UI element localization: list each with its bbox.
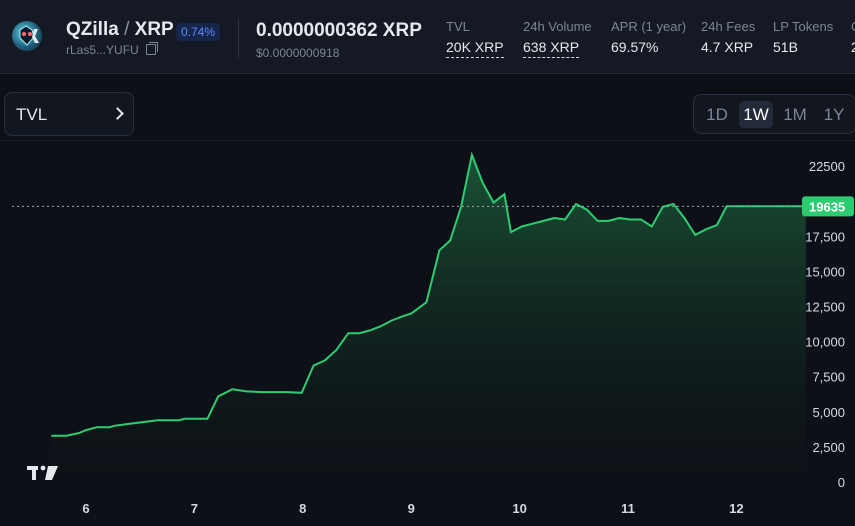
- header-divider: [238, 18, 239, 58]
- stat-tvl: TVL 20K XRP: [446, 19, 504, 58]
- x-tick-label: 9: [408, 501, 415, 516]
- x-tick-label: 6: [82, 501, 89, 516]
- stat-value: 69.57%: [611, 39, 659, 55]
- pool-header: QZilla / XRP 0.74% rLas5...YUFU 0.000000…: [0, 0, 855, 74]
- y-tick-label: 22500: [809, 159, 845, 174]
- metric-selector-button[interactable]: TVL: [4, 92, 134, 136]
- y-tick-label: 15,000: [805, 264, 845, 279]
- current-value-label: 19635: [809, 199, 845, 214]
- stat-label: 24h Volume: [523, 19, 592, 34]
- quote-token: XRP: [134, 19, 174, 40]
- stat-truncated: C 2: [851, 19, 855, 55]
- base-token: QZilla: [66, 19, 119, 40]
- y-tick-label: 2,500: [812, 440, 845, 455]
- stat-label: C: [851, 19, 855, 34]
- x-tick-label: 10: [512, 501, 526, 516]
- y-tick-label: 12,500: [805, 300, 845, 315]
- x-tick-label: 11: [621, 501, 635, 516]
- stat-label: APR (1 year): [611, 19, 687, 34]
- pair-title[interactable]: QZilla / XRP: [66, 19, 174, 41]
- stat-label: TVL: [446, 19, 470, 34]
- stat-label: LP Tokens: [773, 19, 834, 34]
- x-axis: 6 7 8 9 10 11 12: [82, 501, 743, 516]
- range-1m[interactable]: 1M: [783, 105, 807, 124]
- tvl-line: [51, 151, 806, 437]
- y-tick-label: 7,500: [812, 370, 845, 385]
- y-tick-label: 17,500: [805, 229, 845, 244]
- y-tick-label: 10,000: [805, 335, 845, 350]
- chart-top-border: [0, 140, 855, 141]
- tvl-area-fill: [51, 154, 806, 482]
- stat-value: 4.7 XRP: [701, 39, 754, 55]
- pair-separator: /: [124, 19, 130, 40]
- x-tick-label: 12: [729, 501, 743, 516]
- y-tick-label: 0: [838, 475, 845, 490]
- stat-lp-tokens: LP Tokens 51B: [773, 19, 833, 55]
- pool-address: rLas5...YUFU: [66, 43, 139, 57]
- range-1d[interactable]: 1D: [706, 105, 728, 124]
- token-logo-icon: [12, 21, 42, 51]
- copy-icon[interactable]: [146, 42, 158, 55]
- stat-value: 2: [851, 39, 855, 55]
- stat-value: 51B: [773, 39, 798, 55]
- tradingview-logo-icon: [27, 465, 58, 480]
- stat-volume: 24h Volume 638 XRP: [523, 19, 592, 58]
- y-tick-label: 5,000: [812, 405, 845, 420]
- x-tick-label: 8: [299, 501, 306, 516]
- range-1y[interactable]: 1Y: [823, 105, 845, 124]
- range-1w[interactable]: 1W: [739, 101, 773, 128]
- stat-apr: APR (1 year) 69.57%: [611, 19, 686, 55]
- stat-fees: 24h Fees 4.7 XRP: [701, 19, 755, 55]
- x-tick-label: 7: [191, 501, 198, 516]
- time-range-selector: 1D 1W 1M 1Y: [693, 94, 855, 134]
- stat-label: 24h Fees: [701, 19, 756, 34]
- y-axis: 0 2,500 5,000 7,500 10,000 12,500 15,000 17,500…: [805, 159, 845, 490]
- stat-value[interactable]: 638 XRP: [523, 39, 580, 58]
- metric-label: TVL: [16, 105, 48, 124]
- token-price-usd: $0.0000000918: [256, 46, 340, 60]
- current-value-tag: [802, 196, 854, 217]
- stat-value[interactable]: 20K XRP: [446, 39, 504, 58]
- change-badge: 0.74%: [176, 23, 221, 41]
- token-price: 0.0000000362 XRP: [256, 20, 422, 41]
